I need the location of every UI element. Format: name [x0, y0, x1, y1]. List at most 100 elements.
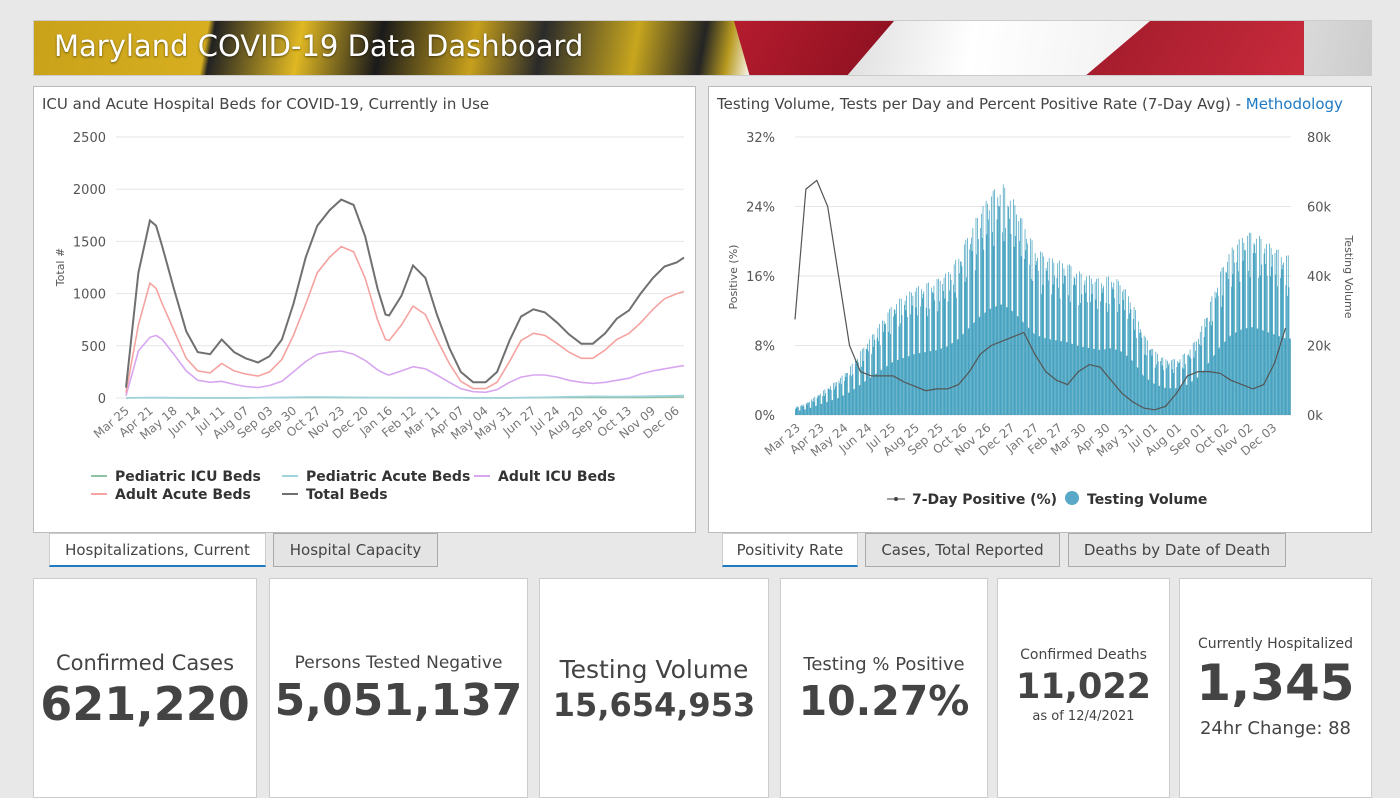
testing-volume-bar [890, 307, 892, 415]
testing-volume-bar [870, 377, 872, 415]
testing-volume-bar [1203, 337, 1205, 415]
testing-volume-bar [1157, 361, 1159, 415]
testing-volume-bar [888, 331, 890, 415]
testing-volume-bar [1055, 340, 1056, 415]
testing-volume-bar [850, 366, 851, 415]
testing-volume-bar [948, 271, 950, 415]
testing-volume-bar [1203, 370, 1204, 415]
testing-volume-bar [1125, 355, 1127, 415]
tab-hospitalizations-current[interactable]: Hospitalizations, Current [49, 533, 266, 567]
testing-volume-bar [1222, 295, 1224, 415]
testing-volume-bar [1012, 311, 1013, 415]
testing-volume-bar [1264, 248, 1266, 415]
legend-label: Adult Acute Beds [115, 487, 251, 503]
card-label: Confirmed Cases [55, 651, 235, 675]
testing-volume-bar [904, 304, 905, 415]
testing-volume-bar [1146, 355, 1147, 415]
testing-volume-bar [1023, 322, 1024, 415]
testing-volume-bar [1130, 309, 1132, 415]
testing-volume-bar [1274, 252, 1276, 415]
testing-volume-bar [802, 404, 804, 415]
legend-label: Pediatric Acute Beds [306, 469, 470, 485]
testing-volume-bar [1138, 321, 1140, 415]
testing-volume-bar [1005, 227, 1006, 415]
testing-volume-bar [886, 366, 887, 415]
testing-volume-bar [917, 315, 918, 415]
testing-volume-bar [995, 306, 997, 415]
testing-volume-bar [840, 377, 841, 415]
testing-volume-bar [1045, 268, 1047, 415]
testing-volume-bar [1062, 263, 1063, 415]
testing-volume-bar [1111, 287, 1113, 415]
tab-positivity-rate[interactable]: Positivity Rate [722, 533, 858, 567]
testing-volume-bar [1207, 363, 1209, 415]
testing-volume-bar [1019, 240, 1020, 415]
testing-volume-bar [993, 245, 995, 415]
testing-volume-bar [982, 205, 984, 415]
testing-volume-bar [914, 291, 916, 415]
testing-volume-bar [971, 251, 973, 415]
testing-volume-bar [1193, 357, 1195, 415]
tab-deaths-by-date[interactable]: Deaths by Date of Death [1068, 533, 1286, 567]
testing-volume-bar [918, 285, 919, 415]
testing-volume-bar [1241, 237, 1243, 415]
testing-volume-bar [882, 331, 884, 415]
tab-hospital-capacity[interactable]: Hospital Capacity [273, 533, 438, 567]
testing-volume-bar [1038, 336, 1040, 415]
testing-volume-bar [1223, 267, 1224, 415]
testing-volume-bar [934, 300, 936, 415]
testing-volume-bar [1014, 205, 1016, 415]
testing-volume-bar [799, 410, 801, 415]
y-tick-label: 1000 [73, 288, 106, 303]
testing-volume-bar [1256, 328, 1258, 415]
tab-cases-total-reported[interactable]: Cases, Total Reported [865, 533, 1060, 567]
testing-volume-bar [947, 301, 949, 415]
testing-volume-bar [989, 309, 991, 415]
testing-volume-bar [1003, 241, 1005, 415]
testing-volume-bar [1187, 355, 1189, 415]
testing-volume-bar [1099, 349, 1101, 415]
testing-volume-bar [958, 258, 960, 415]
testing-volume-bar [909, 291, 911, 415]
testing-volume-bar [1021, 218, 1023, 415]
testing-volume-bar [1053, 262, 1055, 415]
testing-volume-bar [1040, 251, 1041, 415]
testing-volume-bar [1141, 337, 1143, 415]
card-currently-hospitalized: Currently Hospitalized 1,345 24hr Change… [1179, 578, 1372, 798]
testing-volume-bar [1191, 381, 1192, 415]
testing-volume-bar [838, 380, 840, 415]
testing-volume-bar [1190, 358, 1192, 415]
card-label: Currently Hospitalized [1197, 636, 1354, 652]
y-tick-label-left: 16% [746, 270, 775, 285]
testing-volume-bar [1121, 351, 1122, 415]
testing-volume-bar [1093, 348, 1094, 415]
testing-volume-bar [882, 320, 883, 415]
testing-volume-bar [1281, 269, 1283, 415]
testing-volume-bar [1105, 303, 1107, 415]
testing-volume-bar [1163, 370, 1164, 415]
testing-volume-bar [859, 384, 861, 415]
testing-volume-bar [1220, 306, 1222, 415]
testing-volume-bar [1214, 291, 1216, 415]
testing-volume-bar [868, 339, 870, 415]
y-tick-label: 2500 [73, 131, 106, 146]
testing-volume-bar [1000, 304, 1002, 415]
testing-volume-bar [1051, 258, 1053, 415]
testing-volume-bar [1219, 347, 1221, 415]
testing-volume-bar [822, 396, 823, 415]
testing-volume-bar [1225, 271, 1227, 415]
methodology-link[interactable]: Methodology [1245, 95, 1343, 113]
testing-volume-bar [1171, 360, 1172, 415]
testing-volume-bar [1244, 250, 1245, 415]
testing-volume-bar [911, 292, 912, 415]
testing-volume-bar [1119, 285, 1121, 415]
testing-volume-bar [833, 383, 834, 415]
testing-volume-bar [935, 350, 936, 415]
testing-volume-bar [952, 342, 953, 415]
testing-volume-bar [1020, 217, 1021, 415]
testing-volume-bar [1031, 240, 1033, 415]
testing-volume-bar [949, 273, 951, 415]
testing-volume-bar [867, 343, 869, 415]
testing-volume-bar [836, 382, 837, 415]
testing-volume-bar [1252, 327, 1253, 415]
